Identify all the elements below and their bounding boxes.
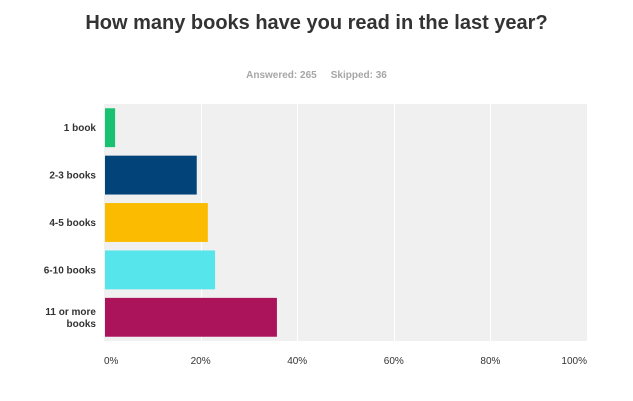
chart-title: How many books have you read in the last… bbox=[85, 12, 548, 34]
bar bbox=[105, 203, 208, 242]
bar bbox=[105, 155, 197, 195]
x-axis-ticks: 0% 20% 40% 60% 80% 100% bbox=[104, 356, 587, 367]
bar bbox=[105, 108, 116, 148]
x-tick-label: 60% bbox=[384, 356, 404, 367]
x-tick-label: 80% bbox=[480, 356, 500, 367]
bar bbox=[105, 297, 277, 337]
bars bbox=[105, 108, 277, 337]
category-label: 1 book bbox=[64, 123, 97, 134]
category-label: 2-3 books bbox=[49, 171, 96, 182]
x-tick-label: 40% bbox=[287, 356, 307, 367]
answered-count: Answered: 265 bbox=[246, 70, 317, 81]
skipped-count: Skipped: 36 bbox=[330, 70, 387, 81]
x-tick-label: 20% bbox=[191, 356, 211, 367]
category-labels: 1 book 2-3 books 4-5 books 6-10 books 11 or … bbox=[44, 123, 97, 330]
category-label: 11 or more books bbox=[45, 307, 96, 330]
category-label: 6-10 books bbox=[44, 265, 97, 276]
x-tick-label: 100% bbox=[561, 356, 587, 367]
bar bbox=[105, 250, 216, 290]
category-label: 4-5 books bbox=[49, 218, 96, 229]
response-stats: Answered: 265 Skipped: 36 bbox=[0, 70, 633, 81]
x-tick-label: 0% bbox=[104, 356, 119, 367]
